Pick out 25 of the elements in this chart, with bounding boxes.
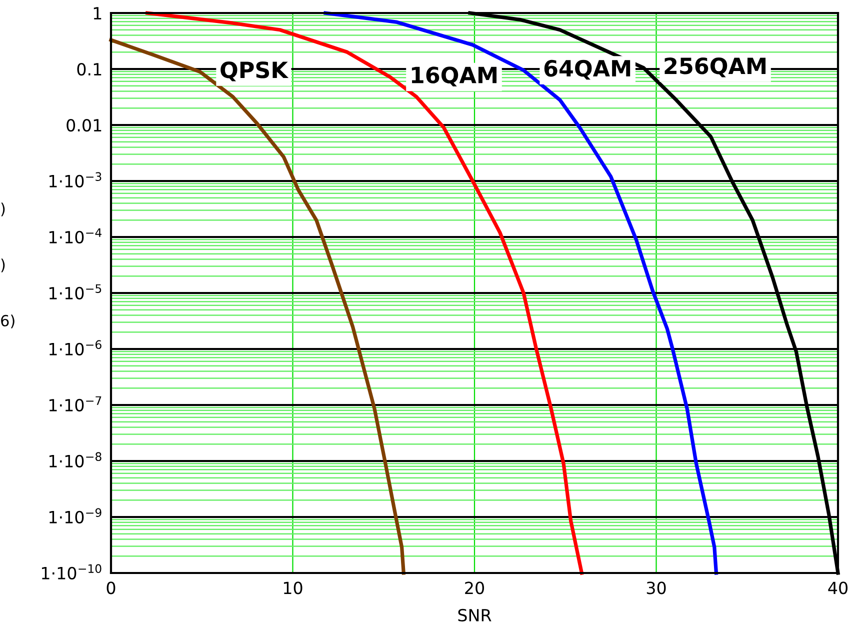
text: ) [1,202,5,216]
y-tick-label: 1·10$^{−8}$ [49,452,102,468]
x-axis-title: SNR [458,608,492,622]
y-tick-label: 1·10$^{−9}$ [49,508,102,524]
y-tick-label: 1·10$^{−4}$ [49,228,102,244]
y-tick-label: 1·10$^{−5}$ [49,284,102,300]
text: 6) [1,314,14,328]
series-label: 256QAM [664,57,766,78]
y-tick-label: 1·10$^{−3}$ [49,172,102,188]
y-tick-label: 0.01 [66,118,102,132]
series-label: 16QAM [412,66,497,86]
x-tick-label: 30 [646,582,666,594]
line-series [109,38,406,575]
x-tick-label: 10 [284,582,302,594]
x-tick-label: 20 [465,582,484,594]
series-label: 64QAM [544,60,630,80]
x-tick-label: 0 [106,582,116,594]
series-label: QPSK [220,61,289,82]
y-tick-label: 0.1 [77,62,102,76]
y-tick-label: 1·10$^{−10}$ [42,564,102,580]
y-tick-label: 1·10$^{−7}$ [49,396,102,412]
y-tick-label: 1 [94,7,102,20]
text: ) [1,258,5,272]
y-tick-label: 1·10$^{−6}$ [49,340,102,356]
x-tick-label: 40 [828,582,848,594]
